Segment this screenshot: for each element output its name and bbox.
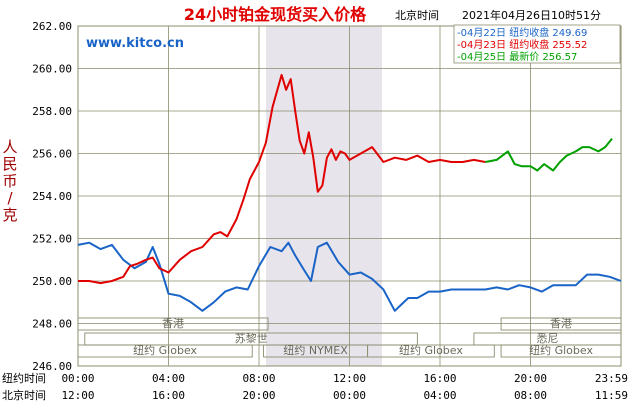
session-label: 纽约 Globex [529, 343, 593, 357]
x-tick-label: 16:00 [152, 389, 185, 402]
legend-box [453, 24, 621, 64]
session-label: 悉尼 [536, 332, 558, 345]
session-block [77, 317, 269, 331]
y-tick-label: 262.00 [32, 20, 72, 33]
x-tick-labels: 纽约时间 00:00 04:00 08:00 12:00 16:00 20:00 23:59 北… [2, 371, 628, 402]
timezone-label: 北京时间 [395, 8, 439, 22]
y-label-char: 民 [2, 155, 17, 173]
y-tick-label: 250.00 [32, 275, 72, 288]
x-tick-label: 00:00 [333, 389, 366, 402]
session-label: 纽约 Globex [399, 343, 463, 357]
x-row-name: 纽约时间 [2, 371, 46, 385]
y-tick-label: 252.00 [32, 233, 72, 246]
legend: -04月22日 纽约收盘 249.69-04月23日 纽约收盘 255.52-0… [453, 24, 621, 64]
x-tick-label: 12:00 [333, 372, 366, 385]
watermark-text: www.kitco.cn [86, 36, 184, 51]
series-line-3 [485, 137, 613, 172]
y-label-char: 克 [2, 206, 17, 224]
series-line-1 [77, 241, 622, 312]
y-axis-label: 人民币/克 [2, 138, 17, 224]
session-label: 香港 [550, 317, 572, 330]
x-row-name: 北京时间 [2, 388, 46, 402]
chart-title: 24小时铂金现货买入价格 [184, 5, 367, 24]
y-tick-label: 260.00 [32, 63, 72, 76]
y-tick-label: 258.00 [32, 105, 72, 118]
x-tick-label: 20:00 [242, 389, 275, 402]
x-tick-label: 08:00 [514, 389, 547, 402]
x-tick-label: 16:00 [423, 372, 456, 385]
series-line-2 [78, 73, 486, 285]
x-tick-label: 04:00 [423, 389, 456, 402]
y-tick-labels: 246.00 248.00 250.00 252.00 254.00 256.00 258.… [32, 20, 72, 373]
session-label: 香港 [162, 317, 184, 330]
legend-entry: -04月25日 最新价 256.57 [457, 50, 577, 63]
legend-entry: -04月22日 纽约收盘 249.69 [457, 26, 587, 39]
x-tick-label: 23:59 [595, 372, 628, 385]
y-tick-label: 246.00 [32, 360, 72, 373]
y-label-char: / [7, 189, 13, 207]
x-tick-label: 12:00 [61, 389, 94, 402]
session-block [500, 344, 622, 358]
y-tick-label: 254.00 [32, 190, 72, 203]
series-group [77, 73, 622, 312]
session-block [77, 344, 253, 358]
session-label: 苏黎世 [235, 331, 268, 345]
datetime-label: 2021年04月26日10时51分 [462, 8, 601, 22]
y-tick-label: 248.00 [32, 318, 72, 331]
y-label-char: 人 [2, 138, 17, 156]
session-block [500, 317, 622, 331]
plot-frame [77, 25, 622, 367]
x-tick-label: 08:00 [242, 372, 275, 385]
session-label: 纽约 NYMEX [283, 343, 348, 357]
legend-entry: -04月23日 纽约收盘 255.52 [457, 38, 587, 51]
session-label: 纽约 Globex [133, 343, 197, 357]
y-label-char: 币 [2, 172, 17, 190]
grid [77, 25, 622, 367]
y-tick-label: 256.00 [32, 148, 72, 161]
session-block [367, 344, 495, 358]
x-tick-label: 20:00 [514, 372, 547, 385]
x-tick-label: 00:00 [61, 372, 94, 385]
x-tick-label: 11:59 [595, 389, 628, 402]
x-tick-label: 04:00 [152, 372, 185, 385]
